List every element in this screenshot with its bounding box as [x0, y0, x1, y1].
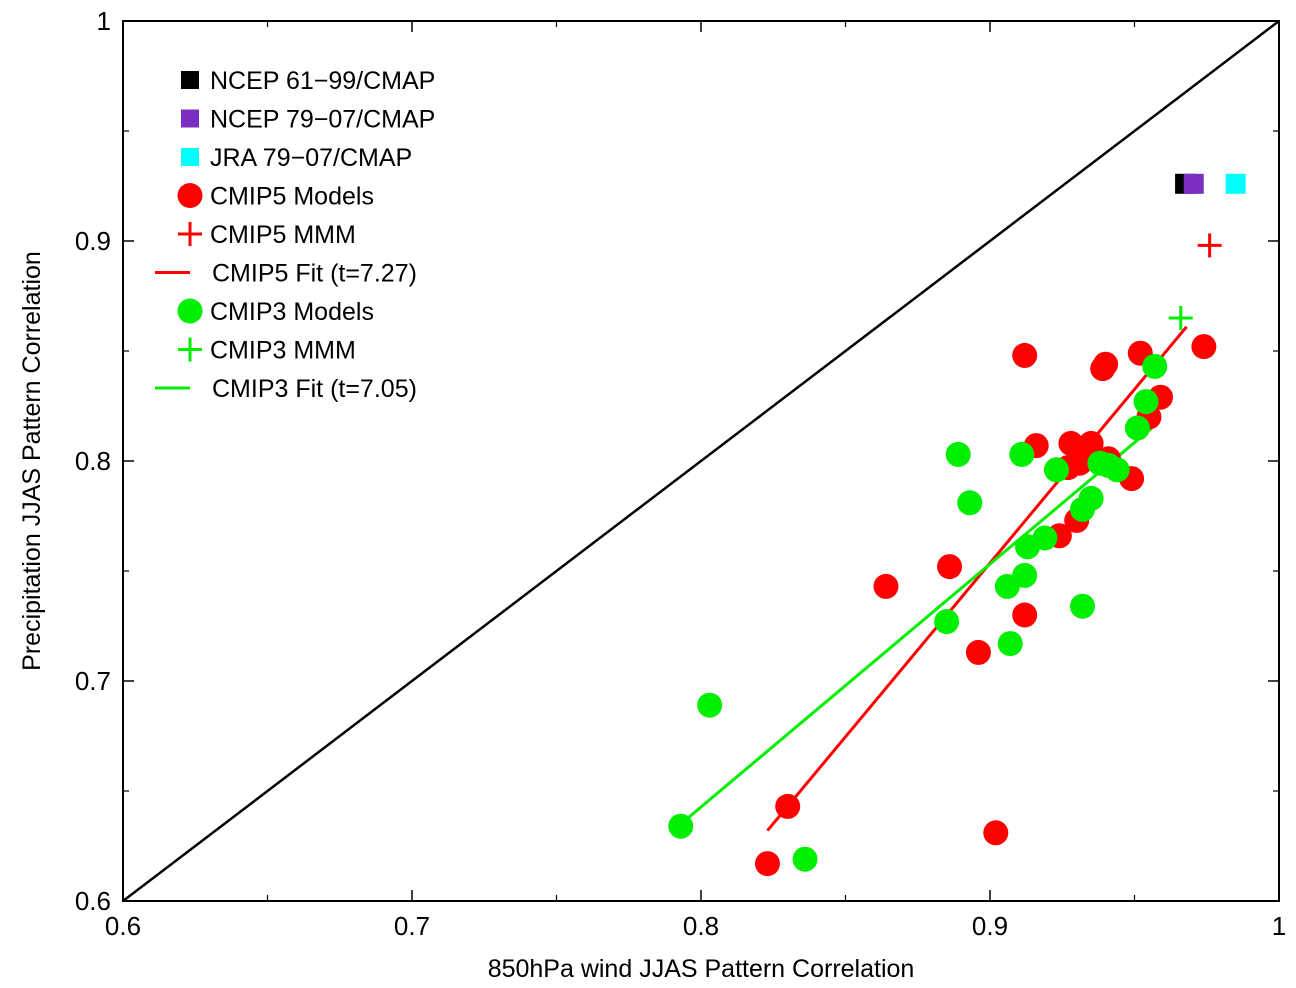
x-tick-label: 1 [1272, 911, 1286, 941]
legend-ncep-79-07-cmap-swatch [181, 109, 199, 128]
y-tick-label: 0.8 [75, 446, 111, 476]
cmip3-models-point [945, 441, 971, 467]
legend-cmip3-models: CMIP3 Models [177, 298, 374, 326]
cmip5-models-point [754, 851, 780, 877]
cmip3-models-point [1009, 441, 1035, 467]
legend-ncep-79-07-cmap: NCEP 79−07/CMAP [181, 106, 435, 134]
y-tick-label: 0.7 [75, 666, 111, 696]
ncep-79-07-cmap-point [1183, 173, 1204, 194]
cmip5-models-point [873, 573, 899, 599]
cmip5-models-point [1012, 342, 1038, 368]
legend-ncep-61-99-cmap-swatch [181, 71, 199, 89]
legend-cmip3-mmm: CMIP3 MMM [178, 337, 356, 365]
legend-jra-79-07-cmap-label: JRA 79−07/CMAP [210, 144, 412, 172]
y-axis-label: Precipitation JJAS Pattern Correlation [18, 251, 46, 671]
plot-area: 0.6 0.7 0.8 0.9 1 0.6 0.7 0.8 0.9 1 [75, 6, 1286, 941]
cmip5-fit-t-7-27-line [766, 325, 1188, 832]
y-tick-label: 0.9 [75, 226, 111, 256]
cmip5-models-point [1090, 356, 1116, 382]
legend-jra-79-07-cmap-swatch [181, 148, 199, 166]
cmip3-models-point [668, 813, 694, 839]
cmip3-models-point [1124, 415, 1150, 441]
cmip5-models-point [1191, 334, 1217, 360]
cmip3-models-point [1069, 593, 1095, 619]
legend-ncep-61-99-cmap: NCEP 61−99/CMAP [181, 67, 435, 95]
cmip3-models-point [1043, 457, 1069, 483]
cmip3-models-point [792, 846, 818, 872]
one-to-one-line [122, 20, 1280, 902]
legend-cmip5-models-swatch [177, 183, 203, 208]
legend-cmip5-mmm: CMIP5 MMM [178, 221, 356, 249]
legend-cmip5-mmm-label: CMIP5 MMM [210, 221, 356, 249]
cmip3-models-point [1104, 457, 1130, 483]
cmip3-models-point [934, 609, 960, 635]
legend-jra-79-07-cmap: JRA 79−07/CMAP [181, 144, 412, 172]
cmip3-models-point [1015, 534, 1041, 560]
legend-ncep-79-07-cmap-label: NCEP 79−07/CMAP [210, 106, 435, 134]
cmip5-models-point [1058, 430, 1084, 456]
cmip3-fit-t-7-05-line [679, 426, 1153, 826]
cmip3-models-point [957, 490, 983, 516]
legend-cmip3-mmm-label: CMIP3 MMM [210, 337, 356, 365]
x-axis-label: 850hPa wind JJAS Pattern Correlation [488, 955, 915, 983]
cmip5-models-point [937, 554, 963, 580]
cmip3-models-point [1133, 389, 1159, 415]
legend-cmip3-fit-t-7-05: CMIP3 Fit (t=7.05) [155, 375, 417, 403]
legend-cmip5-models: CMIP5 Models [177, 183, 374, 211]
legend-ncep-61-99-cmap-label: NCEP 61−99/CMAP [210, 67, 435, 95]
legend-cmip3-fit-t-7-05-label: CMIP3 Fit (t=7.05) [212, 375, 417, 403]
cmip3-models-point [1142, 353, 1168, 379]
legend-cmip3-models-label: CMIP3 Models [210, 298, 374, 326]
legend: NCEP 61−99/CMAP NCEP 79−07/CMAP JRA 79−07/… [155, 67, 435, 403]
cmip5-mmm-point [1197, 233, 1222, 258]
x-tick-label: 0.9 [972, 911, 1008, 941]
x-tick-label: 0.8 [683, 911, 719, 941]
cmip3-models-point [697, 692, 723, 718]
cmip5-models-point [775, 793, 801, 819]
cmip3-mmm-point [1168, 306, 1193, 330]
y-tick-label: 1 [97, 6, 111, 36]
x-tick-label: 0.7 [394, 911, 430, 941]
x-tick-label: 0.6 [105, 911, 141, 941]
cmip3-models-point [1069, 496, 1095, 522]
legend-cmip3-models-swatch [177, 298, 203, 324]
cmip5-models-point [983, 820, 1009, 846]
cmip5-models-point [965, 639, 991, 665]
legend-cmip5-models-label: CMIP5 Models [210, 183, 374, 211]
legend-cmip5-fit-t-7-27: CMIP5 Fit (t=7.27) [155, 260, 417, 288]
cmip5-models-point [1078, 430, 1104, 456]
legend-cmip5-fit-t-7-27-label: CMIP5 Fit (t=7.27) [212, 260, 417, 288]
jra-79-07-cmap-point [1225, 173, 1246, 194]
y-tick-label: 0.6 [75, 886, 111, 916]
cmip3-models-point [994, 573, 1020, 599]
cmip5-models-point [1012, 602, 1038, 628]
cmip3-models-point [997, 631, 1023, 657]
